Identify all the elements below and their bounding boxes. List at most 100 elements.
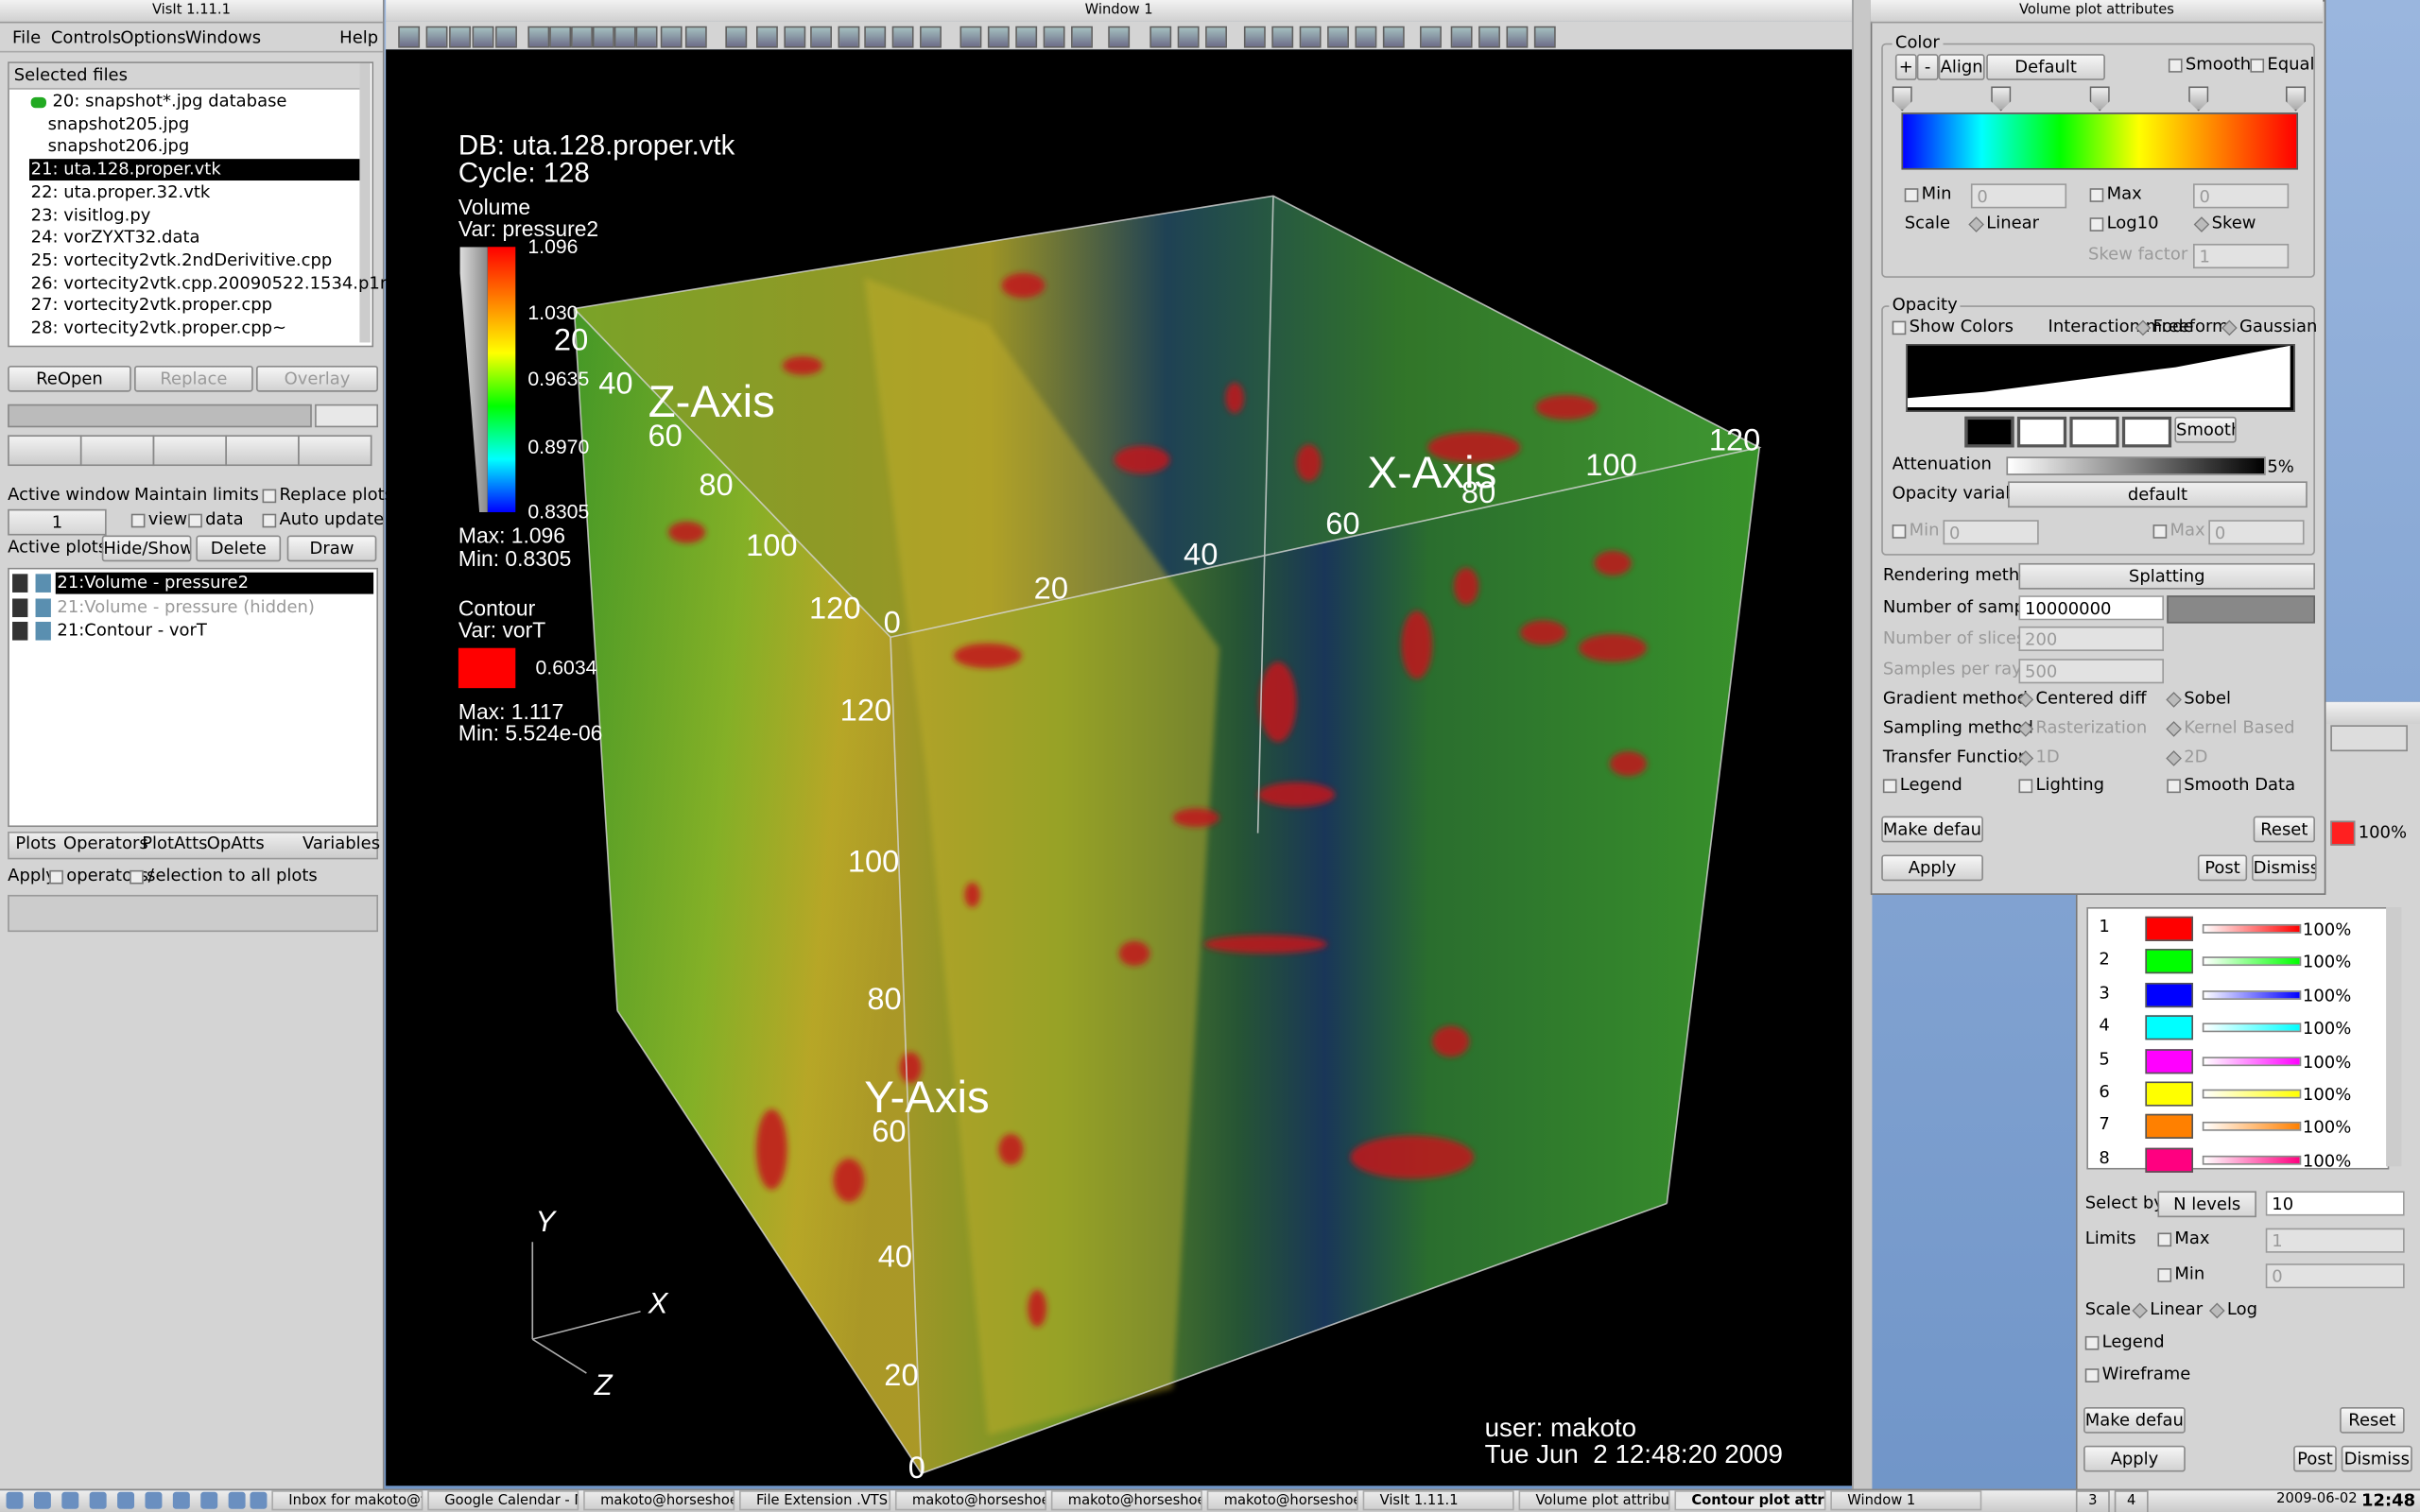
button[interactable]: Post bbox=[2197, 854, 2248, 882]
task-button[interactable]: Volume plot attributes bbox=[1518, 1490, 1670, 1511]
text-input[interactable]: 1 bbox=[2265, 1228, 2405, 1253]
button[interactable]: Post bbox=[2293, 1445, 2337, 1472]
vcr-button[interactable] bbox=[79, 435, 155, 467]
opacity-shape-button[interactable] bbox=[2069, 416, 2119, 448]
text-input[interactable]: 200 bbox=[2018, 626, 2164, 651]
checkbox[interactable] bbox=[2168, 59, 2183, 73]
button[interactable]: Default bbox=[1986, 54, 2105, 80]
text-input[interactable]: 0 bbox=[2193, 183, 2290, 209]
opacity-shape-button[interactable] bbox=[2121, 416, 2172, 448]
file-item[interactable]: 28: vortecity2vtk.proper.cpp~ bbox=[30, 318, 287, 338]
plot-item[interactable]: 21:Volume - pressure2 bbox=[57, 572, 250, 593]
menu-item[interactable]: File bbox=[12, 27, 42, 48]
vcr-button[interactable] bbox=[8, 435, 82, 467]
button[interactable]: Smooth bbox=[2174, 416, 2237, 443]
file-item[interactable]: snapshot205.jpg bbox=[47, 113, 190, 134]
button[interactable]: Reset bbox=[2253, 816, 2315, 843]
task-button[interactable]: makoto@horseshoe4: bbox=[583, 1490, 735, 1511]
text-input[interactable]: 0 bbox=[1943, 520, 2039, 545]
task-button[interactable]: Window 1 bbox=[1830, 1490, 1982, 1511]
menu-item[interactable]: Help bbox=[339, 27, 379, 48]
text-input[interactable]: 10 bbox=[2265, 1191, 2405, 1216]
opacity-shape-button[interactable] bbox=[2016, 416, 2067, 448]
vcr-button[interactable] bbox=[225, 435, 300, 467]
button[interactable]: Replace bbox=[134, 365, 253, 392]
dropdown[interactable]: N levels bbox=[2157, 1191, 2256, 1218]
button[interactable]: Dismiss bbox=[2341, 1445, 2412, 1472]
checkbox[interactable] bbox=[2084, 1368, 2100, 1383]
checkbox[interactable] bbox=[2084, 1335, 2100, 1350]
file-item[interactable]: 22: uta.proper.32.vtk bbox=[30, 181, 211, 202]
checkbox[interactable] bbox=[2089, 188, 2104, 202]
text-input[interactable]: 0 bbox=[2208, 520, 2305, 545]
checkbox[interactable] bbox=[2018, 779, 2033, 794]
plot-item[interactable]: 21:Volume - pressure (hidden) bbox=[57, 596, 315, 617]
task-button[interactable]: makoto@horseshoe4: bbox=[894, 1490, 1046, 1511]
dropdown[interactable]: 1 bbox=[8, 508, 107, 536]
task-button[interactable]: makoto@horseshoe4: bbox=[1050, 1490, 1202, 1511]
file-item[interactable]: 21: uta.128.proper.vtk bbox=[30, 159, 221, 180]
checkbox[interactable] bbox=[262, 489, 277, 504]
button[interactable]: Align bbox=[1938, 54, 1985, 80]
button[interactable]: Hide/Show bbox=[101, 535, 192, 562]
button[interactable]: - bbox=[1916, 54, 1939, 80]
file-item[interactable]: 26: vortecity2vtk.cpp.20090522.1534.p1m1… bbox=[30, 272, 459, 293]
checkbox[interactable] bbox=[2157, 1232, 2172, 1247]
dropdown[interactable]: default bbox=[2008, 481, 2308, 508]
menu-item[interactable]: Controls bbox=[50, 27, 122, 48]
file-item[interactable]: 25: vortecity2vtk.2ndDerivitive.cpp bbox=[30, 249, 333, 270]
checkbox[interactable] bbox=[2250, 59, 2265, 73]
task-button[interactable]: VisIt 1.11.1 bbox=[1362, 1490, 1514, 1511]
file-item[interactable]: 20: snapshot*.jpg database bbox=[52, 91, 287, 112]
task-button[interactable]: Google Calendar - Moz bbox=[427, 1490, 579, 1511]
button[interactable]: ReOpen bbox=[8, 365, 131, 392]
button[interactable]: Make default bbox=[1881, 816, 1983, 843]
text-input[interactable]: 0 bbox=[1970, 183, 2067, 209]
checkbox[interactable] bbox=[1904, 188, 1919, 202]
button[interactable]: Reset bbox=[2340, 1406, 2405, 1434]
vcr-button[interactable] bbox=[152, 435, 227, 467]
task-button[interactable]: Contour plot attribu bbox=[1674, 1490, 1826, 1511]
checkbox[interactable] bbox=[1882, 779, 1897, 794]
file-item[interactable]: 27: vortecity2vtk.proper.cpp bbox=[30, 295, 273, 316]
text-input[interactable]: 10000000 bbox=[2018, 595, 2164, 621]
button[interactable]: Apply bbox=[1881, 854, 1983, 882]
checkbox[interactable] bbox=[2167, 779, 2181, 794]
file-item[interactable]: 24: vorZYXT32.data bbox=[30, 227, 200, 248]
label: Scale bbox=[2084, 1298, 2132, 1319]
task-button[interactable]: makoto@horseshoe4: bbox=[1206, 1490, 1358, 1511]
button[interactable]: Draw bbox=[286, 535, 377, 562]
checkbox[interactable] bbox=[49, 869, 63, 885]
vcr-button[interactable] bbox=[298, 435, 372, 467]
button[interactable]: Apply bbox=[2083, 1445, 2186, 1472]
checkbox[interactable] bbox=[262, 513, 277, 528]
dropdown[interactable]: Splatting bbox=[2018, 562, 2315, 590]
desktop-button[interactable]: 3 bbox=[2075, 1490, 2110, 1512]
file-item[interactable]: 23: visitlog.py bbox=[30, 204, 151, 225]
checkbox[interactable] bbox=[1892, 524, 1907, 539]
checkbox[interactable] bbox=[188, 513, 202, 528]
file-item[interactable]: snapshot206.jpg bbox=[47, 136, 190, 157]
text-input[interactable]: 0 bbox=[2265, 1263, 2405, 1289]
button[interactable]: + bbox=[1894, 54, 1917, 80]
text-input[interactable]: 500 bbox=[2018, 659, 2164, 684]
checkbox[interactable] bbox=[2152, 524, 2168, 539]
checkbox[interactable] bbox=[1892, 320, 1907, 335]
button[interactable]: Overlay bbox=[256, 365, 378, 392]
menu-item[interactable]: Windows bbox=[184, 27, 262, 48]
plot-item[interactable]: 21:Contour - vorT bbox=[57, 620, 207, 641]
button[interactable]: Delete bbox=[196, 535, 282, 562]
button[interactable]: Make default bbox=[2083, 1406, 2186, 1434]
desktop-button[interactable]: 4 bbox=[2114, 1490, 2149, 1512]
opacity-shape-button[interactable] bbox=[1964, 416, 2014, 448]
checkbox[interactable] bbox=[130, 513, 146, 528]
checkbox[interactable] bbox=[130, 869, 144, 885]
axis-tick-label: 60 bbox=[1325, 507, 1360, 542]
checkbox[interactable] bbox=[2089, 217, 2104, 232]
checkbox[interactable] bbox=[2157, 1268, 2172, 1282]
task-button[interactable]: File Extension .VTS De bbox=[739, 1490, 891, 1511]
button[interactable]: Dismiss bbox=[2252, 854, 2317, 882]
menu-item[interactable]: Options bbox=[120, 27, 186, 48]
task-button[interactable]: Inbox for makoto@tac bbox=[271, 1490, 424, 1511]
text-input[interactable]: 1 bbox=[2193, 243, 2290, 269]
